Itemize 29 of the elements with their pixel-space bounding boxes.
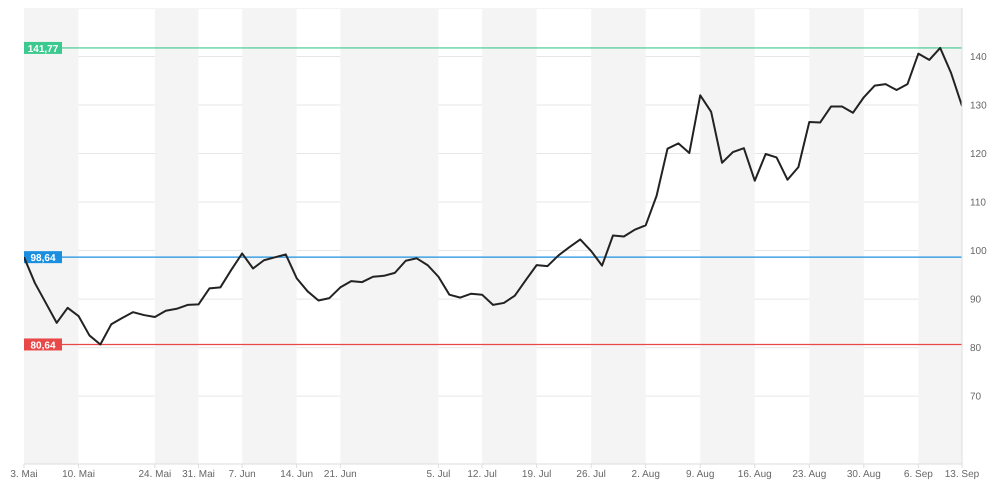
x-tick-label: 7. Jun [228, 469, 256, 480]
ref-line-label: 98,64 [30, 253, 56, 264]
x-tick-label: 13. Sep [944, 469, 980, 480]
y-tick-label: 70 [970, 392, 982, 403]
x-tick-label: 6. Sep [904, 469, 934, 480]
x-tick-label: 23. Aug [792, 469, 826, 480]
x-tick-label: 16. Aug [738, 469, 772, 480]
y-tick-label: 120 [970, 149, 988, 160]
y-tick-label: 140 [970, 52, 988, 64]
y-tick-label: 100 [970, 246, 988, 258]
x-tick-label: 24. Mai [138, 469, 172, 480]
x-tick-label: 3. Mai [10, 469, 38, 480]
ref-line-label: 141,77 [28, 44, 59, 55]
x-tick-label: 21. Jun [324, 469, 357, 480]
x-tick-label: 2. Aug [632, 469, 660, 480]
x-tick-label: 10. Mai [62, 469, 95, 480]
x-tick-label: 5. Jul [426, 469, 450, 480]
x-tick-label: 19. Jul [522, 469, 552, 480]
x-tick-label: 9. Aug [686, 469, 714, 480]
x-tick-label: 30. Aug [846, 469, 881, 480]
x-tick-label: 12. Jul [467, 469, 497, 480]
y-tick-label: 130 [970, 100, 988, 112]
y-tick-label: 80 [970, 343, 982, 354]
x-tick-label: 31. Mai [182, 469, 215, 480]
y-tick-label: 110 [970, 198, 986, 209]
y-tick-label: 90 [970, 294, 982, 306]
x-tick-label: 26. Jul [576, 469, 606, 480]
ref-line-label: 80,64 [30, 340, 56, 352]
x-tick-label: 14. Jun [280, 469, 314, 480]
